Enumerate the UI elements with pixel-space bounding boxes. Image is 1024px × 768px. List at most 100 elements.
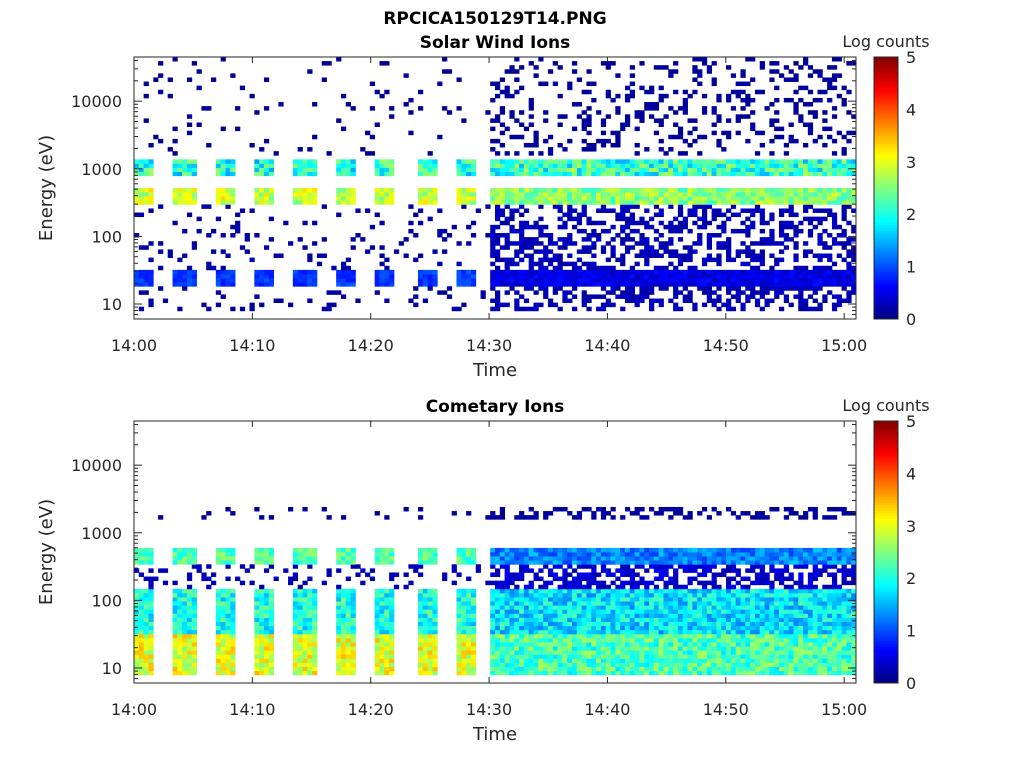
spectrogram-cell [596, 506, 602, 512]
spectrogram-cell [774, 167, 780, 173]
spectrogram-cell [769, 192, 775, 197]
spectrogram-cell [750, 57, 756, 62]
spectrogram-cell [307, 200, 313, 205]
spectrogram-cell [336, 658, 342, 663]
spectrogram-cell [350, 273, 356, 279]
spectrogram-cell [653, 237, 660, 242]
spectrogram-cell [735, 298, 741, 304]
spectrogram-cell [615, 130, 621, 136]
spectrogram-cell [836, 167, 842, 173]
spectrogram-cell [172, 650, 178, 655]
spectrogram-cell [634, 151, 640, 156]
spectrogram-cell [759, 306, 765, 312]
spectrogram-cell [552, 642, 558, 647]
colorbar-swatch [874, 279, 898, 283]
spectrogram-cell [831, 196, 838, 201]
spectrogram-cell [634, 159, 640, 164]
spectrogram-cell [644, 253, 650, 258]
spectrogram-cell [519, 572, 525, 577]
spectrogram-cell [567, 511, 573, 516]
spectrogram-cell [629, 613, 635, 618]
spectrogram-cell [268, 588, 274, 594]
spectrogram-cell [605, 654, 611, 659]
spectrogram-cell [547, 588, 554, 594]
spectrogram-cell [658, 159, 664, 164]
spectrogram-cell [225, 625, 231, 631]
spectrogram-cell [499, 257, 506, 263]
spectrogram-cell [389, 556, 395, 561]
spectrogram-cell [292, 159, 299, 164]
spectrogram-cell [172, 220, 178, 226]
spectrogram-cell [432, 588, 438, 594]
spectrogram-cell [263, 106, 270, 111]
spectrogram-cell [658, 241, 664, 246]
spectrogram-cell [259, 670, 265, 676]
spectrogram-cell [528, 122, 534, 127]
spectrogram-cell [846, 130, 852, 136]
spectrogram-cell [740, 220, 746, 226]
spectrogram-cell [644, 224, 650, 230]
spectrogram-cell [312, 597, 318, 602]
spectrogram-cell [677, 130, 684, 136]
spectrogram-cell [851, 200, 857, 205]
spectrogram-cell [596, 552, 602, 557]
spectrogram-cell [413, 564, 419, 569]
spectrogram-cell [191, 564, 197, 569]
spectrogram-cell [495, 646, 501, 651]
spectrogram-cell [470, 658, 477, 663]
spectrogram-cell [581, 138, 587, 144]
spectrogram-cell [778, 171, 785, 177]
spectrogram-cell [567, 564, 573, 569]
spectrogram-cell [557, 200, 563, 205]
spectrogram-cell [292, 196, 299, 201]
spectrogram-cell [610, 237, 616, 242]
spectrogram-cell [182, 605, 188, 610]
spectrogram-cell [495, 282, 501, 287]
spectrogram-cell [586, 261, 592, 267]
spectrogram-cell [268, 564, 274, 569]
spectrogram-cell [138, 650, 145, 655]
spectrogram-cell [687, 192, 693, 197]
spectrogram-cell [769, 253, 775, 258]
spectrogram-cell [547, 273, 554, 279]
spectrogram-cell [730, 294, 737, 299]
spectrogram-cell [461, 629, 467, 635]
spectrogram-cell [485, 110, 491, 115]
spectrogram-cell [817, 286, 823, 291]
spectrogram-cell [624, 294, 631, 299]
spectrogram-cell [677, 204, 684, 209]
spectrogram-cell [600, 597, 607, 602]
spectrogram-cell [485, 580, 491, 586]
spectrogram-cell [572, 617, 578, 622]
spectrogram-cell [417, 658, 424, 663]
spectrogram-cell [220, 233, 226, 238]
spectrogram-cell [783, 65, 790, 70]
spectrogram-cell [533, 511, 539, 516]
spectrogram-cell [803, 208, 809, 213]
spectrogram-cell [446, 294, 453, 299]
spectrogram-cell [624, 650, 631, 655]
spectrogram-cell [230, 269, 236, 275]
spectrogram-cell [182, 167, 188, 173]
spectrogram-cell [490, 196, 496, 201]
spectrogram-cell [634, 629, 640, 635]
spectrogram-cell [634, 646, 640, 651]
spectrogram-cell [596, 192, 602, 197]
spectrogram-cell [634, 572, 640, 577]
spectrogram-cell [778, 212, 785, 218]
spectrogram-cell [581, 200, 587, 205]
spectrogram-cell [143, 93, 149, 99]
spectrogram-cell [528, 556, 534, 561]
spectrogram-cell [249, 580, 255, 586]
spectrogram-cell [466, 592, 472, 598]
spectrogram-cell [567, 580, 573, 586]
spectrogram-cell [701, 93, 708, 99]
spectrogram-cell [134, 167, 140, 173]
spectrogram-cell [721, 228, 727, 234]
spectrogram-cell [220, 560, 226, 565]
spectrogram-cell [138, 556, 145, 561]
spectrogram-cell [196, 564, 202, 569]
spectrogram-cell [682, 200, 688, 205]
spectrogram-cell [230, 605, 236, 610]
spectrogram-cell [528, 625, 534, 631]
